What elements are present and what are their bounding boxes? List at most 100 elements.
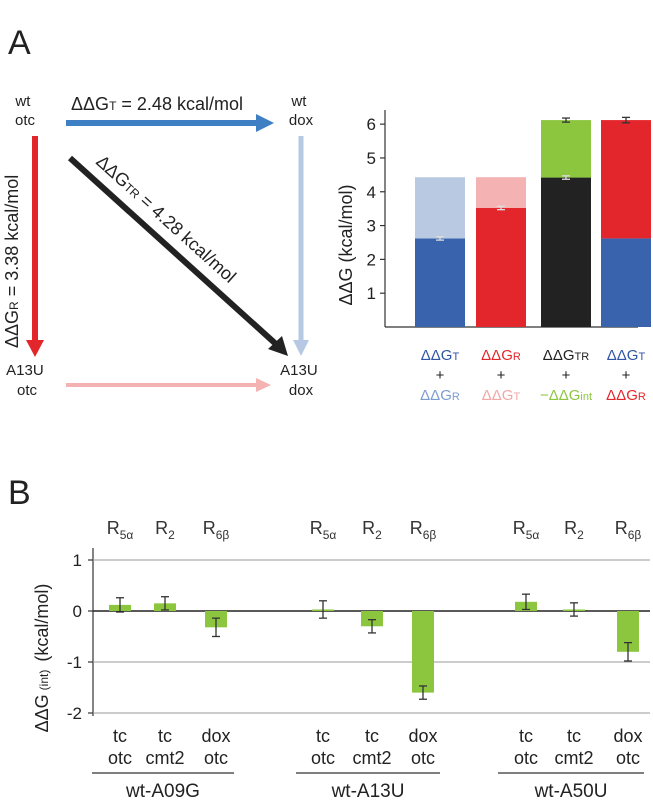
error-bar bbox=[368, 619, 376, 634]
y-tick-label: -2 bbox=[67, 704, 82, 723]
error-bar bbox=[497, 205, 505, 211]
chart-b-ylabel: ΔΔG(int)(kcal/mol) bbox=[32, 584, 52, 733]
bar-segment bbox=[415, 238, 465, 327]
x-label-top: tc bbox=[113, 726, 127, 746]
residue-label: R5α bbox=[513, 518, 540, 542]
stacked-bar-4 bbox=[601, 116, 651, 327]
x-label-top: tc bbox=[567, 726, 581, 746]
residue-label: R2 bbox=[564, 518, 584, 542]
category-bottom: −ΔΔGint bbox=[540, 387, 592, 404]
bar-segment bbox=[476, 177, 526, 208]
chart-b: ΔΔG(int)(kcal/mol) 10-1-2 R5αtcotcR2tccm… bbox=[32, 518, 650, 802]
bar-segment bbox=[415, 177, 465, 239]
error-bar bbox=[570, 602, 578, 617]
category-top: ΔΔGR bbox=[481, 347, 521, 364]
panel-b-label: B bbox=[8, 474, 31, 512]
x-label-bottom: cmt2 bbox=[145, 748, 184, 768]
error-bar bbox=[562, 175, 570, 180]
category-label-2: ΔΔGR + ΔΔGT bbox=[481, 347, 521, 404]
node-wt-otc: wt otc bbox=[14, 93, 35, 129]
category-plus: + bbox=[562, 367, 571, 384]
category-top: ΔΔGT bbox=[607, 347, 646, 364]
residue-label: R6β bbox=[410, 518, 437, 542]
group-label: wt-A13U bbox=[331, 781, 405, 802]
arrow-left bbox=[26, 136, 44, 357]
x-label-top: dox bbox=[613, 726, 642, 746]
y-tick-label: 3 bbox=[367, 217, 376, 236]
stacked-bar-3 bbox=[541, 117, 591, 327]
error-bar bbox=[522, 593, 530, 611]
y-tick-label: 5 bbox=[367, 149, 376, 168]
node-a13u-otc: A13U otc bbox=[6, 362, 48, 399]
y-tick-label: -1 bbox=[67, 653, 82, 672]
y-tick-label: 2 bbox=[367, 250, 376, 269]
residue-label: R2 bbox=[155, 518, 175, 542]
group-label: wt-A09G bbox=[125, 781, 200, 802]
x-label-top: tc bbox=[365, 726, 379, 746]
x-label-bottom: otc bbox=[411, 748, 435, 768]
label-ddgr: ΔΔGR = 3.38 kcal/mol bbox=[2, 175, 22, 348]
category-top: ΔΔGT bbox=[421, 347, 460, 364]
bar bbox=[361, 611, 383, 627]
error-bar bbox=[116, 597, 124, 613]
bar-segment bbox=[476, 207, 526, 327]
x-label-bottom: cmt2 bbox=[352, 748, 391, 768]
x-label-top: tc bbox=[158, 726, 172, 746]
error-bar bbox=[624, 641, 632, 662]
group-label: wt-A50U bbox=[534, 781, 608, 802]
x-label-bottom: otc bbox=[514, 748, 538, 768]
chart-a-ylabel: ΔΔG (kcal/mol) bbox=[336, 184, 356, 305]
category-top: ΔΔGTR bbox=[543, 347, 589, 364]
bar-segment bbox=[601, 120, 651, 239]
category-label-3: ΔΔGTR + −ΔΔGint bbox=[540, 347, 592, 404]
arrow-top bbox=[66, 114, 274, 132]
error-bar bbox=[319, 600, 327, 619]
x-label-top: dox bbox=[408, 726, 437, 746]
error-bar bbox=[161, 596, 169, 611]
category-plus: + bbox=[622, 367, 631, 384]
x-label-bottom: otc bbox=[204, 748, 228, 768]
error-bar bbox=[436, 236, 444, 241]
category-bottom: ΔΔGR bbox=[606, 387, 646, 404]
x-label-top: tc bbox=[316, 726, 330, 746]
thermodynamic-cycle: wt otc wt dox A13U otc A13U dox bbox=[2, 93, 322, 399]
arrow-diagonal bbox=[67, 155, 288, 356]
residue-label: R5α bbox=[310, 518, 337, 542]
x-label-bottom: otc bbox=[311, 748, 335, 768]
arrow-right bbox=[293, 136, 309, 356]
y-tick-label: 1 bbox=[73, 551, 82, 570]
x-label-top: dox bbox=[201, 726, 230, 746]
stacked-bar-1 bbox=[415, 177, 465, 327]
error-bar bbox=[419, 685, 427, 700]
x-label-bottom: cmt2 bbox=[554, 748, 593, 768]
y-tick-label: 0 bbox=[73, 602, 82, 621]
category-label-4: ΔΔGT + ΔΔGR bbox=[606, 347, 646, 404]
residue-label: R2 bbox=[362, 518, 382, 542]
residue-label: R6β bbox=[203, 518, 230, 542]
y-tick-label: 6 bbox=[367, 115, 376, 134]
error-bar bbox=[212, 617, 220, 638]
bar-segment bbox=[601, 238, 651, 327]
x-label-top: tc bbox=[519, 726, 533, 746]
stacked-bar-2 bbox=[476, 177, 526, 327]
error-bar bbox=[562, 117, 570, 123]
category-plus: + bbox=[436, 367, 445, 384]
bar bbox=[412, 611, 434, 693]
x-label-bottom: otc bbox=[108, 748, 132, 768]
panel-a-label: A bbox=[8, 24, 31, 62]
node-a13u-dox: A13U dox bbox=[280, 362, 322, 399]
bar-segment bbox=[541, 177, 591, 327]
x-label-bottom: otc bbox=[616, 748, 640, 768]
error-bar bbox=[622, 116, 630, 124]
y-tick-label: 4 bbox=[367, 183, 376, 202]
group-wt-A09G bbox=[109, 596, 227, 638]
group-wt-A13U bbox=[312, 600, 434, 700]
category-bottom: ΔΔGR bbox=[420, 387, 460, 404]
y-tick-label: 1 bbox=[367, 284, 376, 303]
bar-segment bbox=[541, 120, 591, 178]
residue-label: R6β bbox=[615, 518, 642, 542]
residue-label: R5α bbox=[107, 518, 134, 542]
label-ddgt: ΔΔGT = 2.48 kcal/mol bbox=[71, 94, 243, 114]
group-wt-A50U bbox=[515, 593, 639, 662]
